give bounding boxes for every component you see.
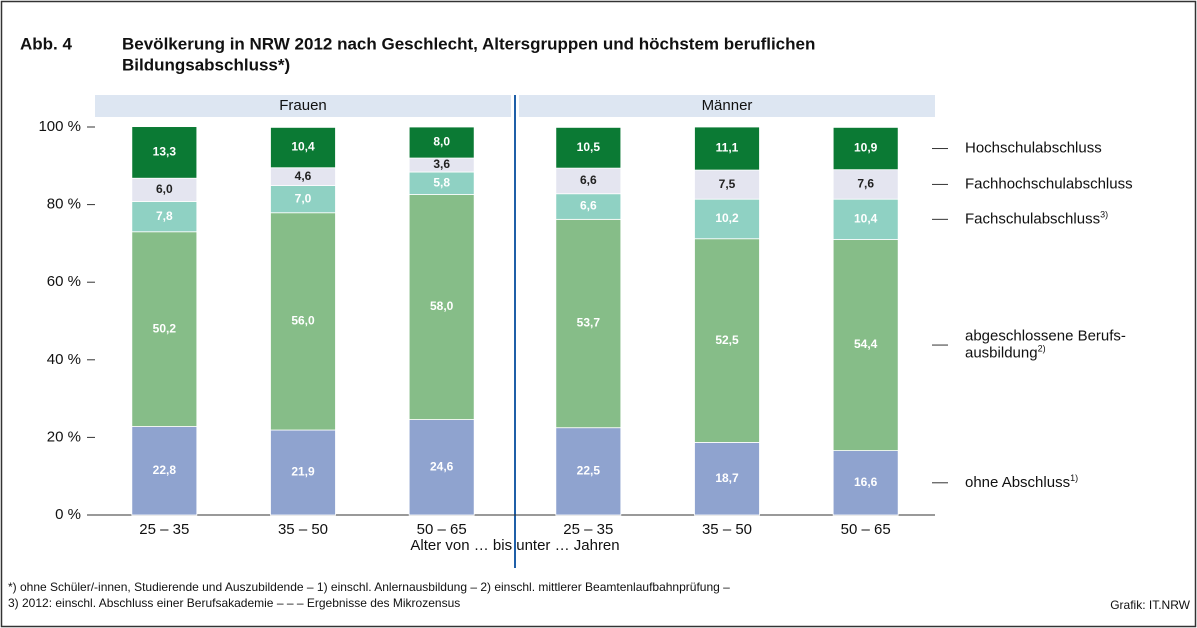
value-label: 54,4 bbox=[854, 337, 878, 351]
legend-text: Fachhochschulabschluss bbox=[965, 175, 1133, 192]
bar-segment bbox=[694, 169, 760, 200]
value-label: 8,0 bbox=[433, 135, 450, 149]
y-tick-label: 100 % bbox=[38, 118, 81, 135]
legend-label: Fachschulabschluss3) bbox=[965, 210, 1108, 228]
value-label: 3,6 bbox=[433, 157, 450, 171]
legend-label: Hochschulabschluss bbox=[965, 140, 1102, 157]
legend-footnote: 1) bbox=[1070, 473, 1078, 483]
legend-text: Fachschulabschluss bbox=[965, 210, 1100, 227]
value-label: 16,6 bbox=[854, 475, 878, 489]
value-label: 6,6 bbox=[580, 199, 597, 213]
x-tick-label: 50 – 65 bbox=[841, 521, 891, 538]
value-label: 7,0 bbox=[295, 191, 312, 205]
bar-segment bbox=[832, 126, 899, 171]
legend-label: ausbildung2) bbox=[965, 344, 1046, 362]
value-label: 10,2 bbox=[715, 211, 739, 225]
x-tick-label: 35 – 50 bbox=[702, 521, 752, 538]
bar-segment bbox=[131, 426, 198, 516]
figure-label: Abb. 4 bbox=[20, 34, 72, 53]
group-label: Männer bbox=[702, 97, 753, 114]
bar-segment bbox=[408, 194, 475, 420]
y-tick-label: 0 % bbox=[55, 506, 81, 523]
group-header bbox=[519, 95, 935, 117]
bar-segment bbox=[408, 126, 475, 159]
value-label: 13,3 bbox=[153, 145, 177, 159]
bar-segment bbox=[694, 198, 760, 240]
chart-title: Bildungsabschluss*) bbox=[122, 55, 290, 74]
legend-label: abgeschlossene Berufs- bbox=[965, 328, 1126, 345]
bar-segment bbox=[270, 212, 336, 431]
value-label: 4,6 bbox=[295, 169, 312, 183]
bar-segment bbox=[832, 169, 899, 200]
value-label: 10,5 bbox=[577, 140, 601, 154]
legend-label: ohne Abschluss1) bbox=[965, 473, 1078, 491]
x-tick-label: 25 – 35 bbox=[139, 521, 189, 538]
bar-segment bbox=[131, 126, 198, 179]
value-label: 18,7 bbox=[715, 471, 739, 485]
bar-segment bbox=[555, 193, 622, 220]
credit: Grafik: IT.NRW bbox=[1110, 598, 1190, 612]
value-label: 7,6 bbox=[857, 177, 874, 191]
legend-text: ausbildung bbox=[965, 345, 1038, 362]
footnote: *) ohne Schüler/-innen, Studierende und … bbox=[8, 580, 730, 594]
value-label: 24,6 bbox=[430, 459, 454, 473]
value-label: 10,4 bbox=[291, 140, 315, 154]
value-label: 21,9 bbox=[291, 465, 315, 479]
legend-footnote: 2) bbox=[1038, 344, 1046, 354]
y-tick-label: 60 % bbox=[47, 273, 81, 290]
value-label: 53,7 bbox=[577, 316, 601, 330]
x-tick-label: 35 – 50 bbox=[278, 521, 328, 538]
value-label: 10,4 bbox=[854, 212, 878, 226]
value-label: 52,5 bbox=[715, 333, 739, 347]
group-label: Frauen bbox=[279, 97, 327, 114]
bar-segment bbox=[270, 429, 336, 516]
bar-segment bbox=[131, 231, 198, 427]
bar-segment bbox=[270, 126, 336, 169]
chart-title: Bevölkerung in NRW 2012 nach Geschlecht,… bbox=[122, 34, 815, 53]
value-label: 11,1 bbox=[716, 141, 739, 155]
bar-segment bbox=[270, 185, 336, 214]
legend-text: Hochschulabschluss bbox=[965, 140, 1102, 157]
bar-segment bbox=[408, 419, 475, 516]
value-label: 6,0 bbox=[156, 182, 173, 196]
value-label: 22,8 bbox=[153, 463, 177, 477]
value-label: 5,8 bbox=[433, 175, 450, 189]
value-label: 7,5 bbox=[719, 177, 736, 191]
bar-segment bbox=[555, 167, 622, 195]
x-tick-label: 50 – 65 bbox=[417, 521, 467, 538]
bar-segment bbox=[694, 126, 760, 171]
y-tick-label: 40 % bbox=[47, 351, 81, 368]
legend-label: Fachhochschulabschluss bbox=[965, 175, 1133, 192]
y-tick-label: 80 % bbox=[47, 196, 81, 213]
bar-segment bbox=[832, 450, 899, 516]
legend-footnote: 3) bbox=[1100, 210, 1108, 220]
value-label: 56,0 bbox=[291, 314, 315, 328]
value-label: 6,6 bbox=[580, 173, 597, 187]
bar-segment bbox=[694, 442, 760, 516]
legend-text: abgeschlossene Berufs- bbox=[965, 328, 1126, 345]
value-label: 7,8 bbox=[156, 209, 173, 223]
value-label: 10,9 bbox=[854, 141, 878, 155]
value-label: 22,5 bbox=[577, 464, 601, 478]
bar-segment bbox=[555, 126, 622, 169]
bar-segment bbox=[131, 201, 198, 233]
bar-segment bbox=[694, 238, 760, 443]
legend-text: ohne Abschluss bbox=[965, 474, 1070, 491]
footnote: 3) 2012: einschl. Abschluss einer Berufs… bbox=[8, 596, 460, 610]
bar-segment bbox=[555, 427, 622, 516]
value-label: 50,2 bbox=[153, 321, 177, 335]
group-header bbox=[95, 95, 511, 117]
value-label: 58,0 bbox=[430, 299, 454, 313]
x-tick-label: 25 – 35 bbox=[563, 521, 613, 538]
bar-segment bbox=[832, 239, 899, 451]
y-tick-label: 20 % bbox=[47, 428, 81, 445]
